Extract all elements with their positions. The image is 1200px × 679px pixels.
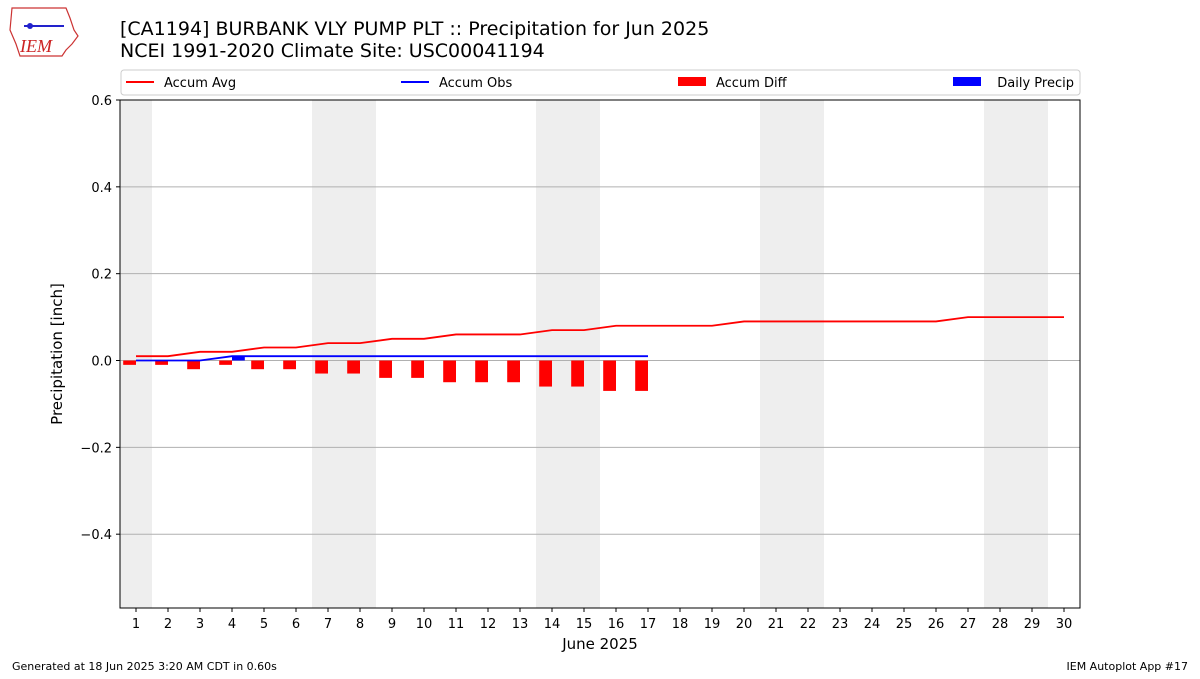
y-tick-label: −0.4 — [80, 528, 112, 543]
y-tick-label: 0.4 — [91, 181, 112, 196]
legend-entries: Accum Avg Accum Obs Accum Diff Daily Precip — [126, 76, 1074, 91]
x-tick-label: 16 — [608, 617, 625, 632]
x-tick-label: 19 — [704, 617, 721, 632]
bar — [187, 360, 200, 370]
legend-label: Accum Diff — [716, 76, 788, 91]
bar — [571, 360, 584, 387]
logo-text: IEM — [19, 36, 53, 56]
weekend-shade — [536, 100, 568, 608]
x-tick-label: 12 — [480, 617, 497, 632]
bar — [347, 360, 360, 374]
x-tick-label: 26 — [928, 617, 945, 632]
bar — [283, 360, 296, 370]
x-tick-label: 4 — [228, 617, 236, 632]
x-tick-label: 8 — [356, 617, 364, 632]
bar — [232, 356, 245, 361]
bar — [251, 360, 264, 370]
legend-swatch — [678, 77, 706, 86]
line-series — [136, 316, 1064, 358]
bar — [635, 360, 648, 391]
weekend-shade — [1016, 100, 1048, 608]
x-tick-label: 14 — [544, 617, 561, 632]
x-tick-label: 24 — [864, 617, 881, 632]
x-tick-label: 21 — [768, 617, 785, 632]
weekend-shade — [120, 100, 152, 608]
weekend-shade — [568, 100, 600, 608]
y-tick-label: −0.2 — [80, 441, 112, 456]
legend-label: Accum Obs — [439, 76, 512, 91]
x-tick-label: 3 — [196, 617, 204, 632]
y-tick-label: 0.0 — [91, 355, 112, 370]
x-tick-label: 23 — [832, 617, 849, 632]
chart-subtitle: NCEI 1991-2020 Climate Site: USC00041194 — [120, 40, 545, 62]
y-tick-label: 0.2 — [91, 268, 112, 283]
bar — [475, 360, 488, 383]
weekend-shade — [792, 100, 824, 608]
x-tick-label: 25 — [896, 617, 913, 632]
x-tick-label: 10 — [416, 617, 433, 632]
weekend-shade — [312, 100, 344, 608]
bar — [603, 360, 616, 391]
line-series — [136, 355, 648, 362]
bar — [123, 360, 136, 365]
x-tick-label: 6 — [292, 617, 300, 632]
logo: IEM — [9, 7, 79, 57]
bar — [219, 360, 232, 365]
y-tick-label: 0.6 — [91, 94, 112, 109]
y-axis-label: Precipitation [inch] — [48, 283, 66, 425]
bar — [411, 360, 424, 378]
x-tick-label: 15 — [576, 617, 593, 632]
x-axis-label: June 2025 — [561, 635, 638, 653]
bar — [315, 360, 328, 374]
x-tick-label: 22 — [800, 617, 817, 632]
x-tick-label: 28 — [992, 617, 1009, 632]
legend — [120, 69, 1081, 96]
weekend-shade — [344, 100, 376, 608]
plot-frame — [119, 99, 1081, 609]
bar — [507, 360, 520, 383]
plot-area: −0.4−0.20.00.20.40.61 2 3 4 5 6 7 8 9 10 11 12 13 14 1… — [80, 94, 1081, 632]
x-tick-label: 11 — [448, 617, 465, 632]
x-tick-label: 17 — [640, 617, 657, 632]
bar — [539, 360, 552, 387]
bar — [379, 360, 392, 378]
x-tick-label: 29 — [1024, 617, 1041, 632]
x-tick-label: 27 — [960, 617, 977, 632]
legend-label: Accum Avg — [164, 76, 236, 91]
legend-label: Daily Precip — [997, 76, 1074, 91]
chart-title: [CA1194] BURBANK VLY PUMP PLT :: Precipi… — [120, 18, 709, 40]
x-tick-label: 9 — [388, 617, 396, 632]
footer-right: IEM Autoplot App #17 — [1067, 660, 1189, 673]
bar — [155, 360, 168, 365]
x-tick-label: 13 — [512, 617, 529, 632]
x-tick-label: 7 — [324, 617, 332, 632]
x-tick-label: 1 — [132, 617, 140, 632]
legend-swatch — [953, 77, 981, 86]
bar — [443, 360, 456, 383]
x-tick-label: 5 — [260, 617, 268, 632]
x-tick-label: 18 — [672, 617, 689, 632]
footer-left: Generated at 18 Jun 2025 3:20 AM CDT in … — [12, 660, 277, 673]
x-tick-label: 20 — [736, 617, 753, 632]
weekend-shade — [984, 100, 1016, 608]
weekend-shade — [760, 100, 792, 608]
x-tick-label: 2 — [164, 617, 172, 632]
x-tick-label: 30 — [1056, 617, 1073, 632]
